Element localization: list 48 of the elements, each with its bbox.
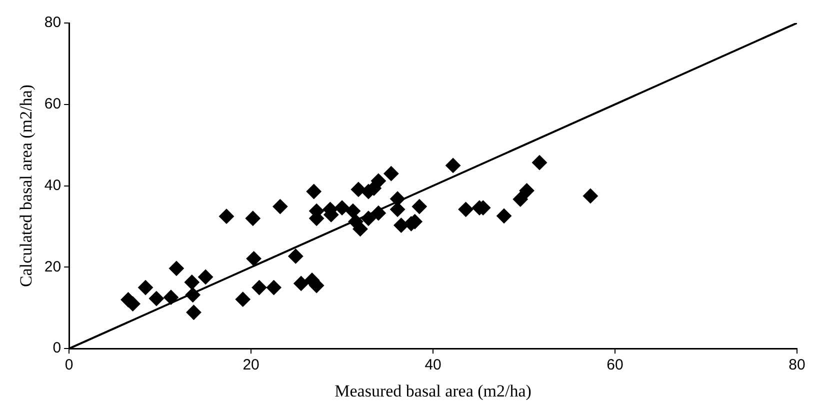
- point: [334, 200, 350, 216]
- point: [384, 166, 399, 182]
- point: [345, 204, 360, 219]
- point: [125, 296, 140, 312]
- y-axis-title: Calculated basal area (m2/ha): [16, 84, 36, 288]
- x-tick-label: 80: [788, 356, 806, 374]
- point: [412, 199, 427, 214]
- point: [272, 199, 288, 214]
- x-tick-label: 0: [64, 356, 74, 374]
- point: [458, 202, 474, 217]
- point: [218, 208, 234, 224]
- point: [519, 183, 534, 198]
- point: [370, 206, 386, 221]
- y-tick-label: 80: [44, 14, 62, 32]
- point: [148, 291, 164, 306]
- point: [185, 287, 200, 302]
- x-tick-label: 60: [606, 356, 624, 374]
- point: [294, 276, 309, 291]
- point: [246, 251, 262, 266]
- point: [184, 274, 200, 290]
- point: [582, 188, 598, 204]
- point: [245, 210, 260, 226]
- point: [186, 304, 202, 320]
- x-axis-title: Measured basal area (m2/ha): [334, 381, 532, 400]
- x-tick-label: 20: [242, 356, 260, 374]
- point: [532, 155, 547, 170]
- point: [288, 248, 304, 264]
- point: [350, 182, 366, 197]
- point: [352, 221, 368, 236]
- y-tick-label: 40: [44, 176, 62, 194]
- point: [394, 218, 409, 233]
- x-tick-label: 40: [424, 356, 442, 374]
- point: [306, 184, 322, 199]
- point: [496, 208, 512, 224]
- point: [512, 192, 528, 207]
- point: [446, 158, 461, 173]
- point: [138, 280, 154, 296]
- point: [163, 290, 178, 305]
- point: [266, 280, 282, 296]
- y-tick-label: 20: [44, 258, 62, 276]
- y-tick-label: 60: [44, 96, 62, 113]
- point: [235, 292, 250, 307]
- point: [168, 260, 184, 276]
- point: [198, 269, 214, 284]
- point: [360, 210, 376, 226]
- point: [252, 280, 267, 296]
- y-tick-label: 0: [52, 340, 62, 357]
- point: [370, 173, 386, 188]
